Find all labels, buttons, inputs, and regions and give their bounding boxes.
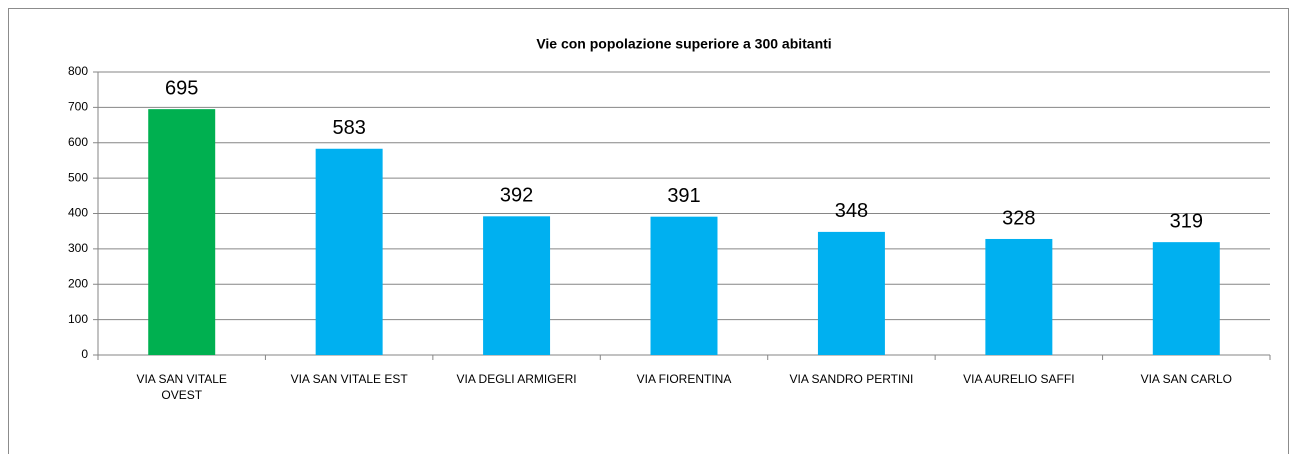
x-tick-label: VIA AURELIO SAFFI bbox=[963, 372, 1075, 386]
y-tick-label: 100 bbox=[68, 312, 88, 326]
value-label: 319 bbox=[1170, 210, 1203, 232]
bar bbox=[315, 148, 383, 355]
value-label: 348 bbox=[835, 200, 868, 222]
y-tick-label: 0 bbox=[81, 347, 88, 361]
y-tick-label: 500 bbox=[68, 170, 88, 184]
y-tick-label: 700 bbox=[68, 100, 88, 114]
value-label: 392 bbox=[500, 185, 533, 207]
y-tick-label: 200 bbox=[68, 276, 88, 290]
value-label: 391 bbox=[667, 185, 700, 207]
bar bbox=[483, 216, 551, 355]
x-tick-label: VIA SAN CARLO bbox=[1140, 372, 1232, 386]
bar bbox=[1152, 242, 1220, 355]
y-tick-label: 400 bbox=[68, 206, 88, 220]
bar bbox=[148, 109, 216, 355]
value-label: 583 bbox=[332, 117, 365, 139]
chart-title: Vie con popolazione superiore a 300 abit… bbox=[536, 36, 831, 52]
x-tick-label: VIA SANDRO PERTINI bbox=[789, 372, 914, 386]
bar bbox=[817, 231, 885, 355]
value-label: 328 bbox=[1002, 207, 1035, 229]
x-tick-label: VIA DEGLI ARMIGERI bbox=[456, 372, 577, 386]
x-tick-label: VIA SAN VITALE EST bbox=[290, 372, 408, 386]
y-tick-label: 600 bbox=[68, 135, 88, 149]
x-tick-label: VIA SAN VITALE OVEST bbox=[136, 372, 227, 402]
y-tick-label: 300 bbox=[68, 241, 88, 255]
chart-frame bbox=[8, 8, 1289, 454]
x-tick-label: VIA FIORENTINA bbox=[636, 372, 732, 386]
value-label: 695 bbox=[165, 77, 198, 99]
y-tick-label: 800 bbox=[68, 64, 88, 78]
bar bbox=[650, 216, 718, 355]
bar bbox=[985, 238, 1053, 355]
